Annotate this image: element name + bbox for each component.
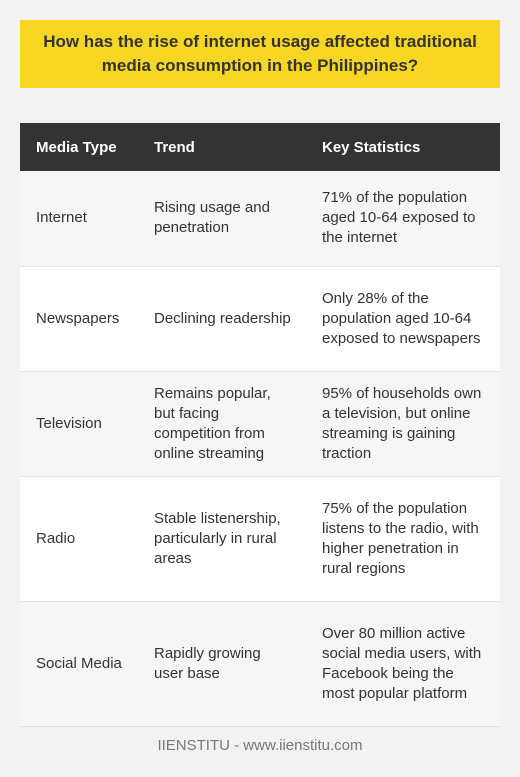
cell-trend: Rapidly growing user base <box>138 601 306 727</box>
table-row-television: Television Remains popular, but facing c… <box>20 371 500 477</box>
table-header-row: Media Type Trend Key Statistics <box>20 123 500 171</box>
cell-key-statistic: 71% of the population aged 10-64 exposed… <box>306 171 500 267</box>
header-trend: Trend <box>138 123 306 171</box>
table-row-internet: Internet Rising usage and penetration 71… <box>20 171 500 267</box>
footer-credit: IIENSTITU - www.iienstitu.com <box>157 737 363 754</box>
cell-media-type: Internet <box>20 171 138 267</box>
table-row-newspapers: Newspapers Declining readership Only 28%… <box>20 266 500 372</box>
cell-key-statistic: Over 80 million active social media user… <box>306 601 500 727</box>
cell-trend: Remains popular, but facing competition … <box>138 371 306 477</box>
cell-media-type: Newspapers <box>20 266 138 372</box>
cell-trend: Declining readership <box>138 266 306 372</box>
header-key-statistics: Key Statistics <box>306 123 500 171</box>
question-title: How has the rise of internet usage affec… <box>43 32 477 75</box>
cell-media-type: Television <box>20 371 138 477</box>
cell-key-statistic: 75% of the population listens to the rad… <box>306 476 500 602</box>
cell-media-type: Radio <box>20 476 138 602</box>
header-media-type: Media Type <box>20 123 138 171</box>
table-row-radio: Radio Stable listenership, particularly … <box>20 476 500 602</box>
question-banner: How has the rise of internet usage affec… <box>20 20 500 88</box>
media-consumption-table: Media Type Trend Key Statistics Internet… <box>20 123 500 727</box>
cell-key-statistic: 95% of households own a television, but … <box>306 371 500 477</box>
table-row-social-media: Social Media Rapidly growing user base O… <box>20 601 500 727</box>
cell-trend: Stable listenership, particularly in rur… <box>138 476 306 602</box>
cell-key-statistic: Only 28% of the population aged 10-64 ex… <box>306 266 500 372</box>
cell-trend: Rising usage and penetration <box>138 171 306 267</box>
cell-media-type: Social Media <box>20 601 138 727</box>
